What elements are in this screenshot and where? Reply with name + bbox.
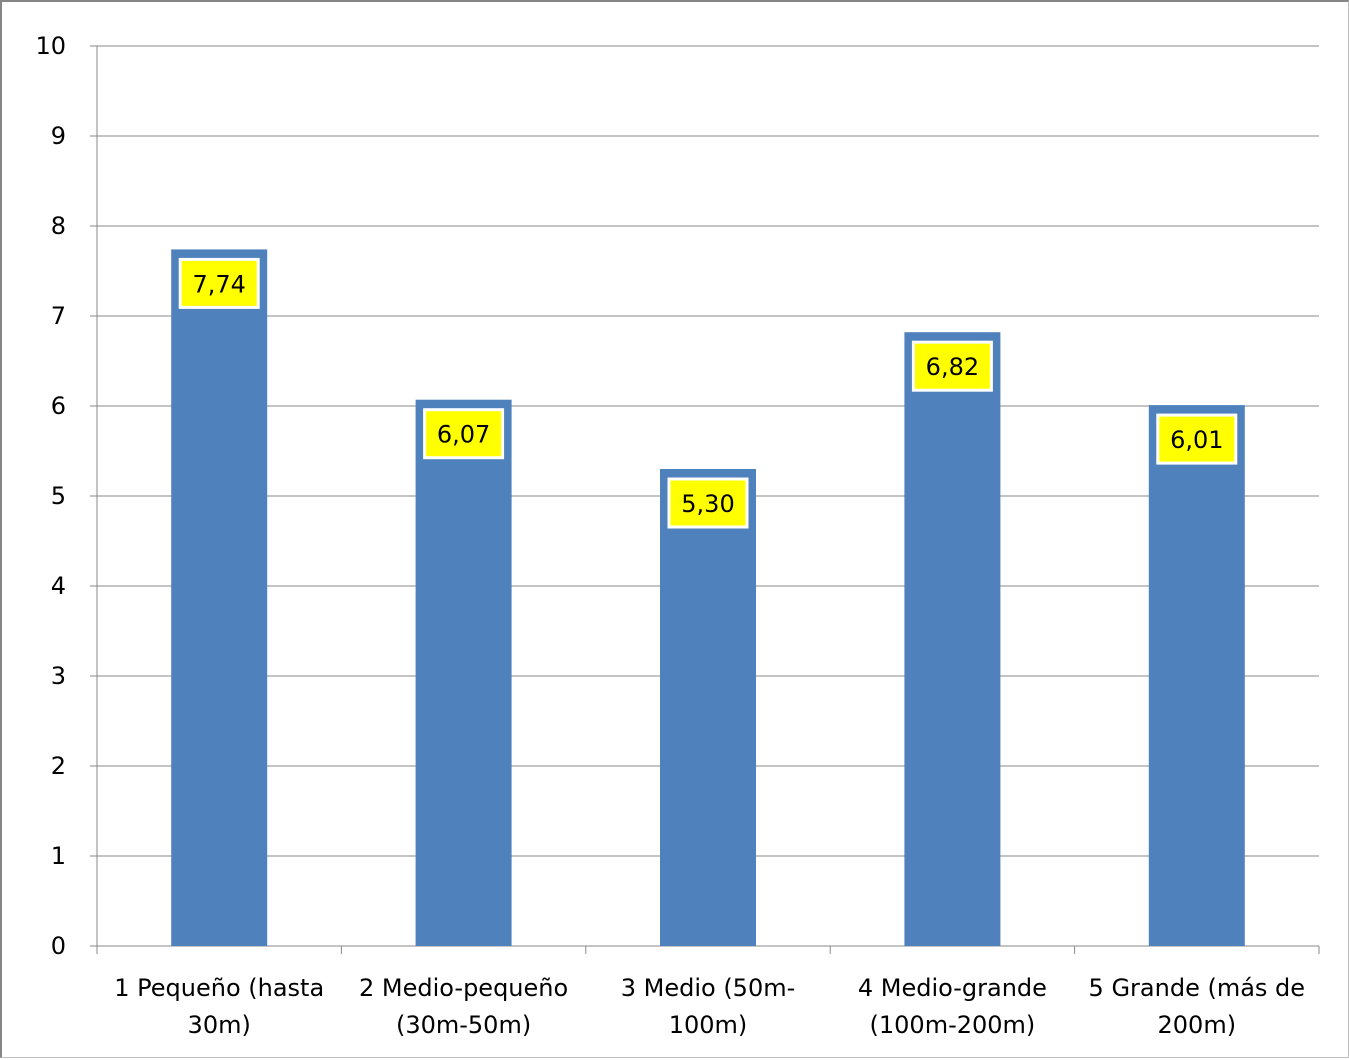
x-category-label-line: 2 Medio-pequeño — [359, 974, 568, 1002]
data-label: 6,82 — [926, 353, 979, 381]
y-tick-label: 1 — [51, 842, 66, 870]
x-category-label-line: (30m-50m) — [396, 1011, 531, 1039]
x-category-label: 2 Medio-pequeño (30m-50m) — [359, 974, 568, 1039]
data-label: 6,01 — [1170, 426, 1223, 454]
y-tick-label: 7 — [51, 302, 66, 330]
y-tick-label: 4 — [51, 572, 66, 600]
y-tick-label: 2 — [51, 752, 66, 780]
y-tick-label: 8 — [51, 212, 66, 240]
data-labels: 7,74 6,07 5,30 6,82 6,01 — [178, 257, 1238, 529]
data-label-box — [911, 340, 993, 392]
data-label-box — [178, 257, 260, 309]
bars — [171, 249, 1245, 947]
axes: 0 1 2 3 4 5 6 7 8 9 10 1 Pequeño (hasta 30m) 2 Medio-… — [35, 32, 1320, 1039]
y-tick-label: 10 — [35, 32, 66, 60]
y-tick-label: 9 — [51, 122, 66, 150]
x-category-label-line: 5 Grande (más de — [1089, 974, 1306, 1002]
bar — [1148, 405, 1245, 947]
x-category-label: 1 Pequeño (hasta 30m) — [114, 974, 324, 1039]
x-category-label-line: 200m) — [1158, 1011, 1237, 1039]
data-label-box — [1156, 413, 1238, 465]
y-tick-label: 6 — [51, 392, 66, 420]
bar — [171, 249, 268, 946]
y-tick-label: 0 — [51, 932, 66, 960]
x-category-label-line: 100m) — [669, 1011, 748, 1039]
x-category-label-line: 3 Medio (50m- — [621, 974, 796, 1002]
x-category-label-line: 1 Pequeño (hasta — [114, 974, 324, 1002]
x-category-label-line: 30m) — [188, 1011, 251, 1039]
y-tick-label: 5 — [51, 482, 66, 510]
y-tick-label: 3 — [51, 662, 66, 690]
x-category-label-line: 4 Medio-grande — [858, 974, 1047, 1002]
x-category-label: 5 Grande (más de 200m) — [1089, 974, 1306, 1039]
bar — [904, 332, 1001, 946]
data-label-box — [667, 477, 749, 529]
bar — [660, 469, 756, 946]
data-label: 6,07 — [437, 421, 490, 449]
x-category-label: 4 Medio-grande (100m-200m) — [858, 974, 1047, 1039]
data-label-box — [423, 408, 505, 460]
bar — [415, 399, 512, 946]
data-label: 5,30 — [681, 490, 734, 518]
x-category-label: 3 Medio (50m- 100m) — [621, 974, 796, 1039]
data-label: 7,74 — [192, 270, 245, 298]
x-category-label-line: (100m-200m) — [870, 1011, 1036, 1039]
